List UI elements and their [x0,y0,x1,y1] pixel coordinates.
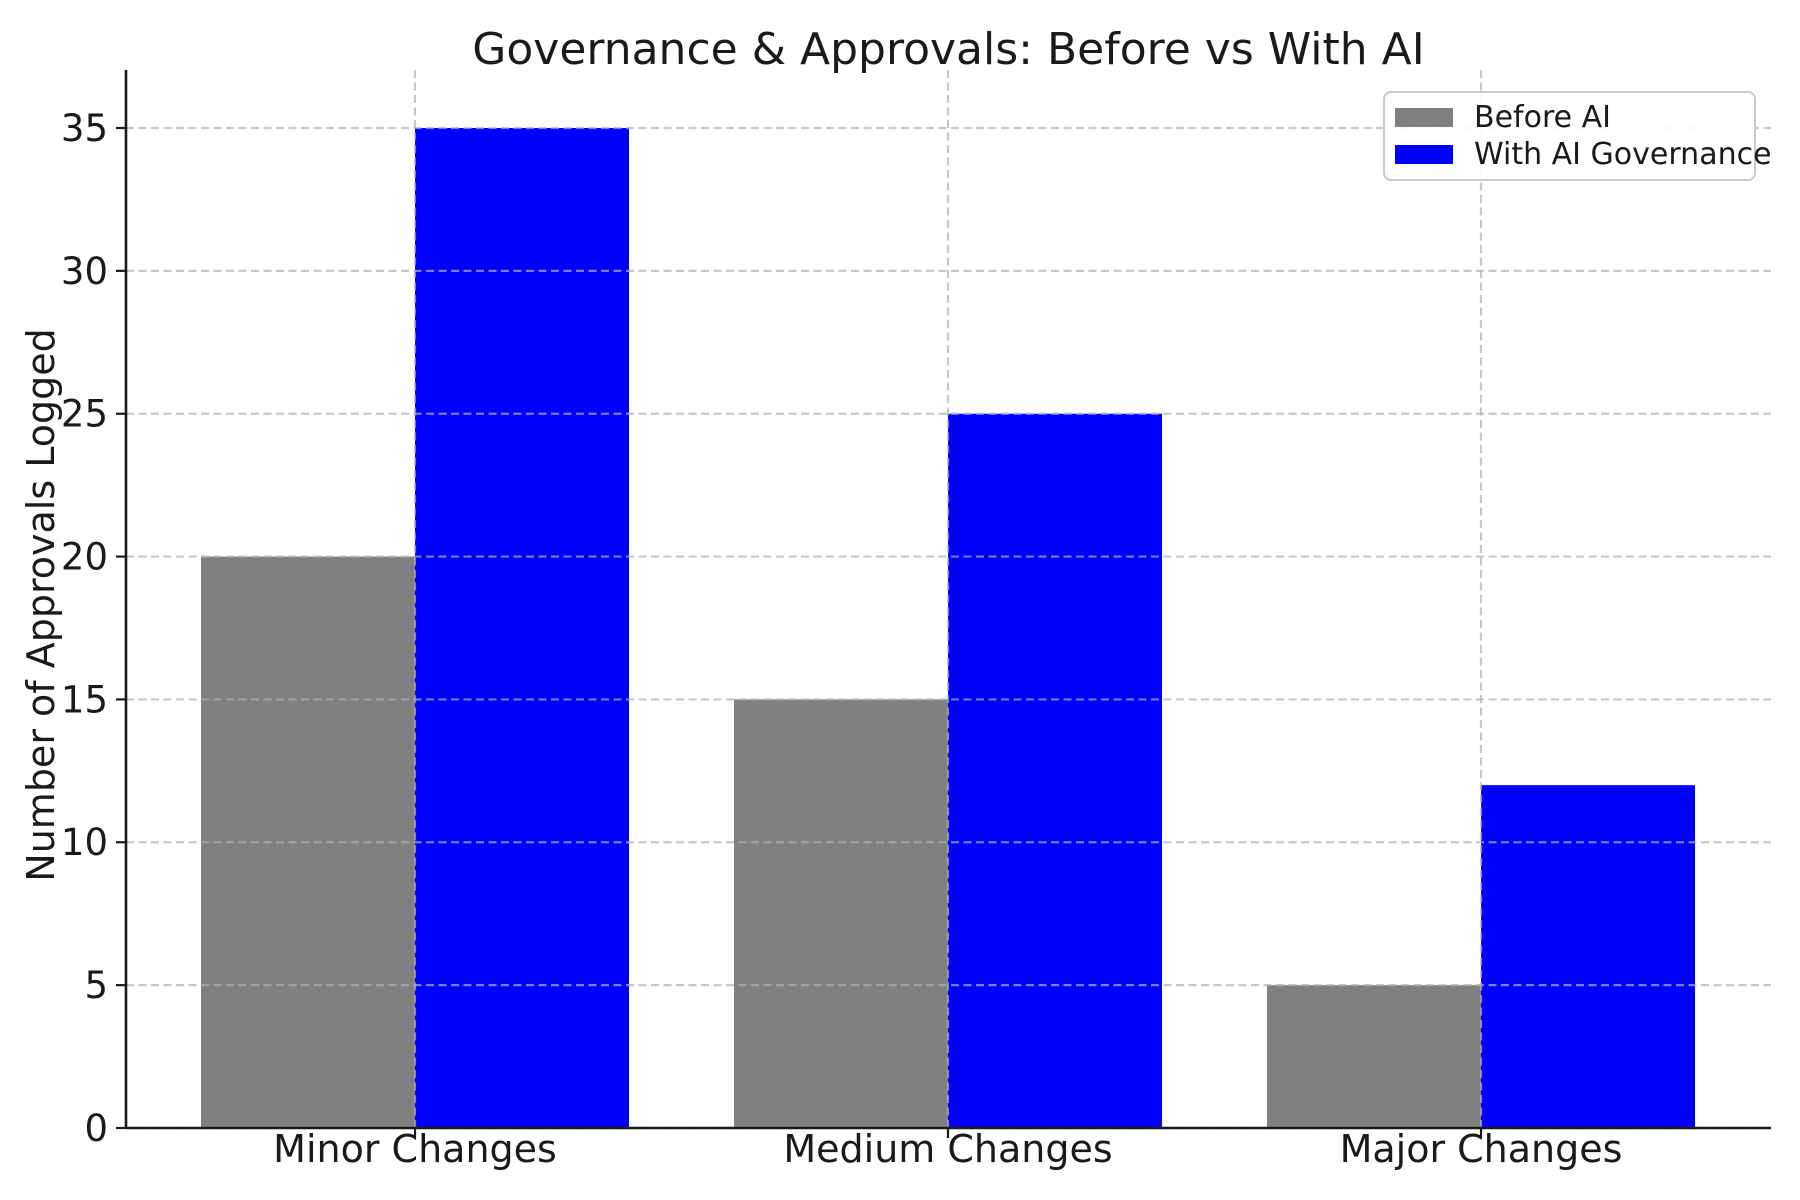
y-tick-label: 0 [84,1107,108,1150]
legend-item-with-ai-governance: With AI Governance [1395,137,1772,172]
bar-before-ai-major-changes [1267,985,1481,1128]
y-tick-label: 35 [61,107,108,150]
x-tick-label: Major Changes [1340,1127,1623,1171]
bar-before-ai-medium-changes [734,699,948,1128]
legend-swatch-before-ai [1395,107,1453,127]
y-tick-label: 15 [61,678,108,721]
legend: Before AI With AI Governance [1383,91,1772,181]
y-tick-label: 30 [61,250,108,293]
legend-label-before-ai: Before AI [1474,99,1611,135]
y-tick-label: 10 [61,821,108,864]
legend-swatch-with-ai-governance [1395,145,1453,165]
legend-item-before-ai: Before AI [1395,100,1744,135]
chart-title: Governance & Approvals: Before vs With A… [472,24,1425,75]
y-tick-label: 5 [84,964,108,1007]
x-tick-label: Minor Changes [273,1127,557,1171]
y-tick-label: 25 [61,393,108,436]
bar-with-ai-governance-medium-changes [948,413,1162,1128]
y-tick-label: 20 [61,536,108,579]
y-axis-label: Number of Approvals Logged [19,328,63,882]
bar-with-ai-governance-minor-changes [415,128,629,1128]
legend-label-with-ai-governance: With AI Governance [1474,137,1772,173]
bar-with-ai-governance-major-changes [1481,785,1695,1128]
x-tick-label: Medium Changes [783,1127,1112,1171]
